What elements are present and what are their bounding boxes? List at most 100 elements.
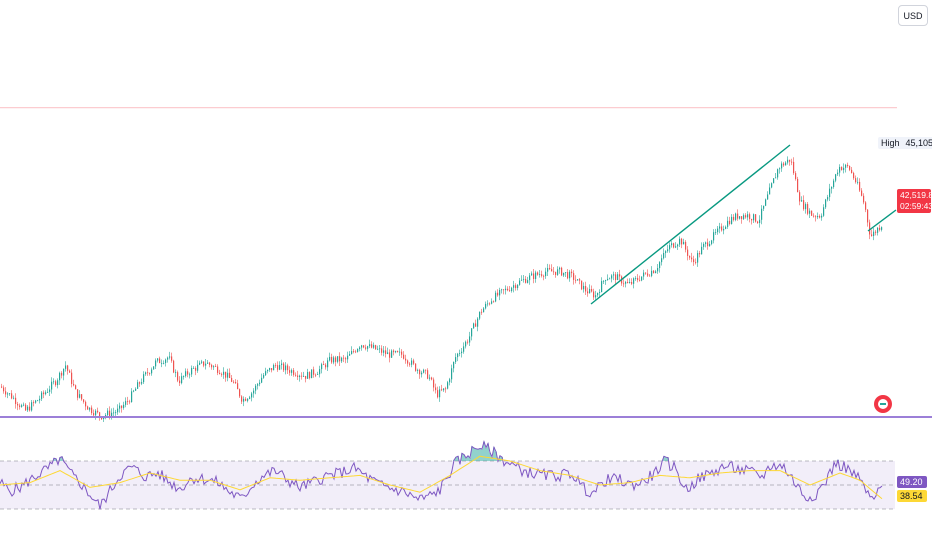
candle <box>653 270 655 274</box>
candle <box>823 204 825 217</box>
candle-body <box>267 369 269 372</box>
candle <box>153 366 155 370</box>
candle-body <box>619 274 621 277</box>
candle-body <box>831 186 833 189</box>
candle-body <box>769 187 771 195</box>
candle <box>297 370 299 380</box>
candle <box>859 178 861 192</box>
candle <box>783 161 785 167</box>
candle-body <box>613 274 615 276</box>
candle-body <box>645 272 647 274</box>
candle <box>11 390 13 400</box>
candle <box>489 302 491 306</box>
candle-body <box>113 412 115 414</box>
candle <box>519 278 521 286</box>
candle <box>833 178 835 189</box>
candle <box>773 177 775 184</box>
candle <box>751 218 753 225</box>
candle <box>325 363 327 370</box>
candle-body <box>189 374 191 376</box>
candle <box>407 359 409 367</box>
candle <box>251 391 253 402</box>
candle-body <box>353 351 355 352</box>
candle-body <box>721 226 723 231</box>
candle-body <box>639 279 641 281</box>
candle <box>411 357 413 368</box>
candle-body <box>447 382 449 389</box>
candle-body <box>699 253 701 255</box>
candle-body <box>195 368 197 371</box>
candle <box>719 222 721 234</box>
candle <box>299 374 301 382</box>
candle-body <box>75 385 77 390</box>
candle-body <box>105 414 107 417</box>
candle-body <box>171 356 173 361</box>
candle-body <box>383 350 385 353</box>
candle-body <box>511 287 513 291</box>
candle <box>545 267 547 279</box>
candle <box>835 173 837 183</box>
candle-body <box>687 249 689 256</box>
high-value-text: 45,105.1 <box>905 138 932 148</box>
candle-body <box>647 273 649 276</box>
event-flag-icon[interactable] <box>874 395 892 413</box>
candle-body <box>659 262 661 269</box>
candle <box>403 351 405 360</box>
candle <box>543 274 545 281</box>
candle <box>13 395 15 400</box>
candle <box>193 366 195 369</box>
candle-body <box>89 407 91 410</box>
candle <box>261 373 263 384</box>
candle <box>177 370 179 383</box>
price-pane <box>0 107 932 422</box>
candle <box>317 371 319 375</box>
candle-body <box>859 181 861 191</box>
candle-body <box>589 289 591 294</box>
candle-body <box>431 377 433 380</box>
candle <box>31 399 33 412</box>
candle <box>15 393 17 409</box>
candle-body <box>275 365 277 366</box>
candle <box>107 408 109 418</box>
currency-button[interactable]: USD <box>898 5 928 26</box>
candle-body <box>523 278 525 280</box>
candle-body <box>157 358 159 361</box>
candle <box>559 266 561 274</box>
candle-body <box>289 370 291 373</box>
candle <box>713 229 715 244</box>
candle <box>643 269 645 280</box>
candle <box>851 167 853 174</box>
candle-body <box>433 379 435 388</box>
candle-body <box>545 271 547 277</box>
candle-body <box>855 178 857 183</box>
candle-body <box>841 166 843 171</box>
candle-body <box>787 159 789 163</box>
candle <box>845 163 847 173</box>
candle-body <box>499 290 501 296</box>
candle <box>345 356 347 364</box>
candle-body <box>11 393 13 399</box>
candle-body <box>177 372 179 381</box>
candle <box>197 360 199 373</box>
candle <box>341 356 343 363</box>
candle-body <box>65 365 67 369</box>
candle-body <box>617 274 619 281</box>
candle <box>593 288 595 300</box>
candle <box>843 163 845 174</box>
candle-body <box>141 382 143 384</box>
candle <box>775 173 777 179</box>
candle <box>481 308 483 315</box>
candle <box>349 351 351 356</box>
candle-body <box>421 372 423 375</box>
candle <box>535 270 537 283</box>
candle-body <box>875 231 877 233</box>
candle-body <box>521 279 523 281</box>
candle-body <box>207 362 209 364</box>
candle <box>877 226 879 236</box>
candle-body <box>873 231 875 236</box>
candle-body <box>757 221 759 223</box>
candle-body <box>241 396 243 402</box>
candle <box>367 345 369 352</box>
